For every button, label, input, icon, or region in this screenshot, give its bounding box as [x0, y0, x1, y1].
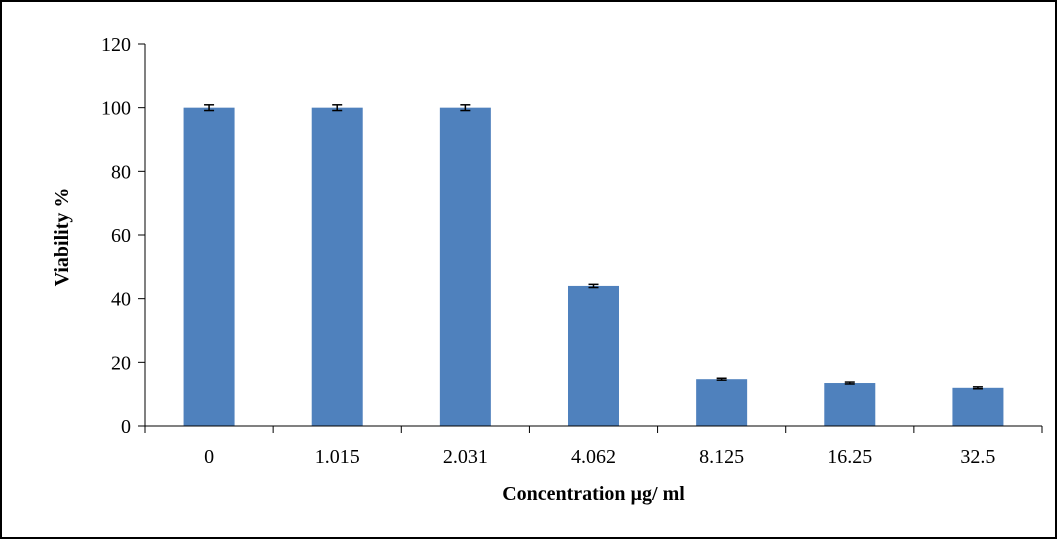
y-tick-label: 0 [121, 416, 131, 438]
bar-32.5 [952, 387, 1004, 426]
y-axis-ticks: 0 20 40 60 80 100 120 [101, 34, 145, 438]
bar-1.015 [311, 107, 363, 427]
error-bar-4.062 [588, 283, 599, 289]
bar-2.031 [439, 107, 491, 427]
x-axis-ticks: 0 1.015 2.031 4.062 8.125 16.25 32.5 [144, 426, 1043, 468]
x-tick-label: 1.015 [315, 446, 360, 468]
y-tick-label: 120 [101, 34, 131, 56]
error-bars [204, 104, 983, 390]
bars [183, 107, 1004, 427]
error-bar-8.125 [716, 377, 727, 381]
error-bar-32.5 [972, 386, 983, 390]
bar-8.125 [696, 379, 748, 426]
y-tick-label: 100 [101, 98, 131, 120]
x-tick-label: 8.125 [699, 446, 744, 468]
bar-0 [183, 107, 235, 427]
error-bar-1.015 [332, 104, 343, 112]
y-tick-label: 20 [111, 352, 131, 374]
x-tick-label: 16.25 [827, 446, 872, 468]
y-tick-label: 80 [111, 161, 131, 183]
y-axis-title: Viability % [51, 188, 73, 287]
error-bar-2.031 [460, 104, 471, 112]
error-bar-0 [204, 104, 215, 112]
error-bar-16.25 [844, 381, 855, 385]
bar-16.25 [824, 383, 876, 426]
y-tick-label: 40 [111, 289, 131, 311]
x-tick-label: 0 [204, 446, 214, 468]
x-tick-label: 4.062 [571, 446, 616, 468]
x-tick-label: 2.031 [443, 446, 488, 468]
x-tick-label: 32.5 [960, 446, 995, 468]
y-tick-label: 60 [111, 225, 131, 247]
bar-4.062 [568, 285, 619, 426]
x-axis-title: Concentration µg/ ml [502, 483, 685, 505]
